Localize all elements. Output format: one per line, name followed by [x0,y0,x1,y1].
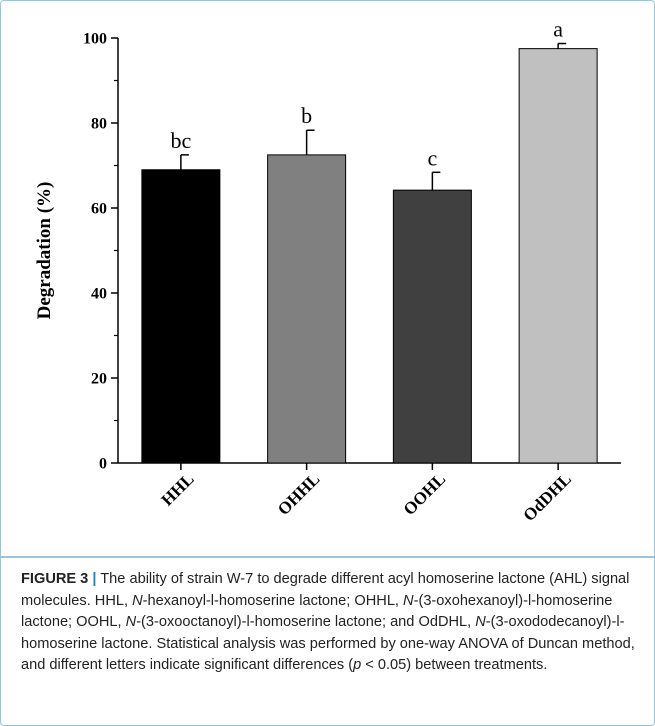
caption-segment: -hexanoyl-l-homoserine lactone; OHHL, [142,592,404,609]
y-tick-label: 40 [91,286,107,303]
caption-segment: N [125,614,137,630]
figure-caption: FIGURE 3 | The ability of strain W-7 to … [21,569,641,677]
caption-segment: N [475,614,486,630]
caption-segment: The ability of strain W-7 to degrade dif… [21,571,630,609]
caption-segment: N [132,592,143,609]
caption-divider [1,556,655,558]
caption-separator: | [92,571,97,587]
caption-segment: p [353,657,362,673]
significance-letter: c [427,145,437,170]
caption-segment: -(3-oxododecanoyl)-l-homoserine lactone.… [21,614,635,673]
y-tick-label: 60 [91,201,107,218]
caption-segment: -(3-oxooctanoyl)-l-homoserine lactone; a… [136,614,476,630]
caption-segment: N [403,592,414,609]
caption-segment: < 0.05) between treatments. [361,657,548,673]
bar-hhl [141,169,221,464]
x-tick-label: HHL [158,469,198,509]
y-tick-label: 100 [83,31,107,48]
figure-label: FIGURE 3 [21,571,89,587]
bar-ohhl [267,154,347,464]
x-tick-label: OHHL [274,469,324,519]
y-axis-label: Degradation (%) [34,182,55,320]
caption-segment: -(3-oxohexanoyl)-l-homoserine lactone; O… [21,592,613,631]
caption-text: The ability of strain W-7 to degrade dif… [21,571,635,673]
x-tick-label: OOHL [400,469,450,519]
y-tick-label: 0 [99,456,107,473]
y-tick-label: 20 [91,371,107,388]
y-tick-label: 80 [91,116,107,133]
bar-chart: 0 20 40 60 80 100 Degradation (%) bc HHL b OHHL c OO… [34,17,621,525]
significance-letter: b [301,103,312,128]
x-tick-label: OdDHL [519,469,575,525]
significance-letter: a [553,17,563,42]
significance-letter: bc [170,128,191,153]
bar-oddhl [518,48,598,464]
bar-oohl [392,189,472,464]
